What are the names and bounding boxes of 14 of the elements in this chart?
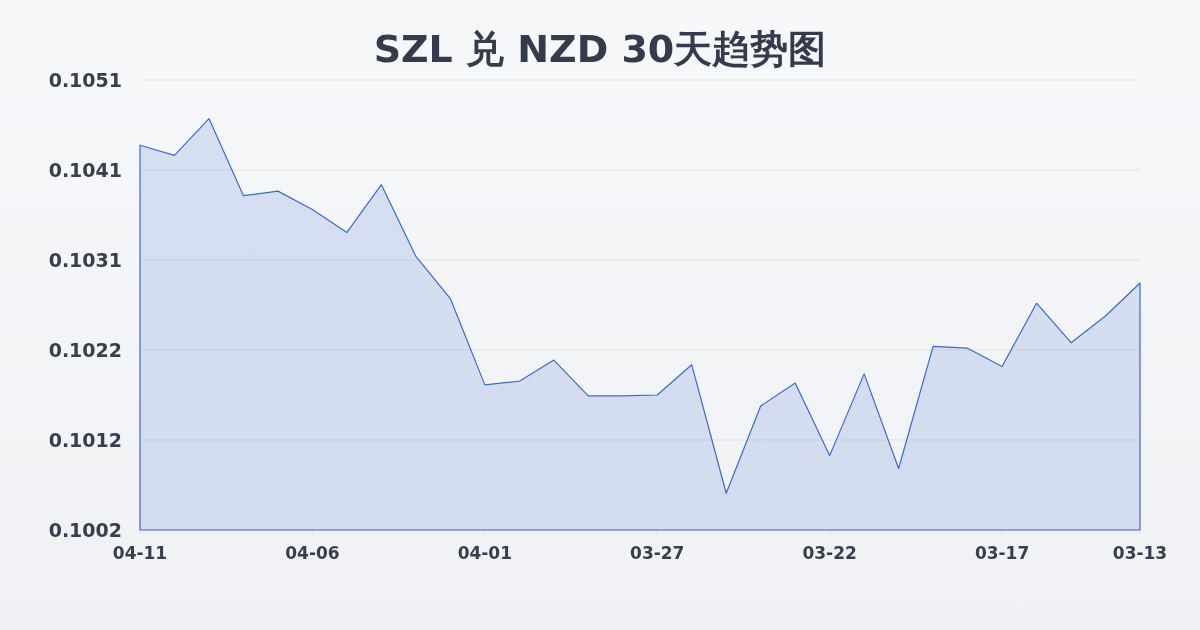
y-tick-label: 0.1041 bbox=[48, 159, 122, 181]
y-tick-label: 0.1051 bbox=[48, 69, 122, 91]
x-tick-label: 04-01 bbox=[457, 543, 513, 563]
y-tick-label: 0.1012 bbox=[48, 429, 122, 451]
x-tick-label: 04-11 bbox=[112, 543, 168, 563]
x-tick-label: 03-17 bbox=[974, 543, 1030, 563]
y-tick-label: 0.1022 bbox=[48, 339, 122, 361]
x-tick-label: 03-27 bbox=[630, 543, 685, 563]
y-tick-label: 0.1002 bbox=[48, 519, 122, 541]
x-tick-label: 03-22 bbox=[802, 543, 857, 563]
chart-title: SZL 兑 NZD 30天趋势图 bbox=[373, 27, 827, 71]
x-tick-label: 03-13 bbox=[1112, 543, 1168, 563]
y-tick-label: 0.1031 bbox=[48, 249, 122, 271]
x-tick-label: 04-06 bbox=[285, 543, 340, 563]
